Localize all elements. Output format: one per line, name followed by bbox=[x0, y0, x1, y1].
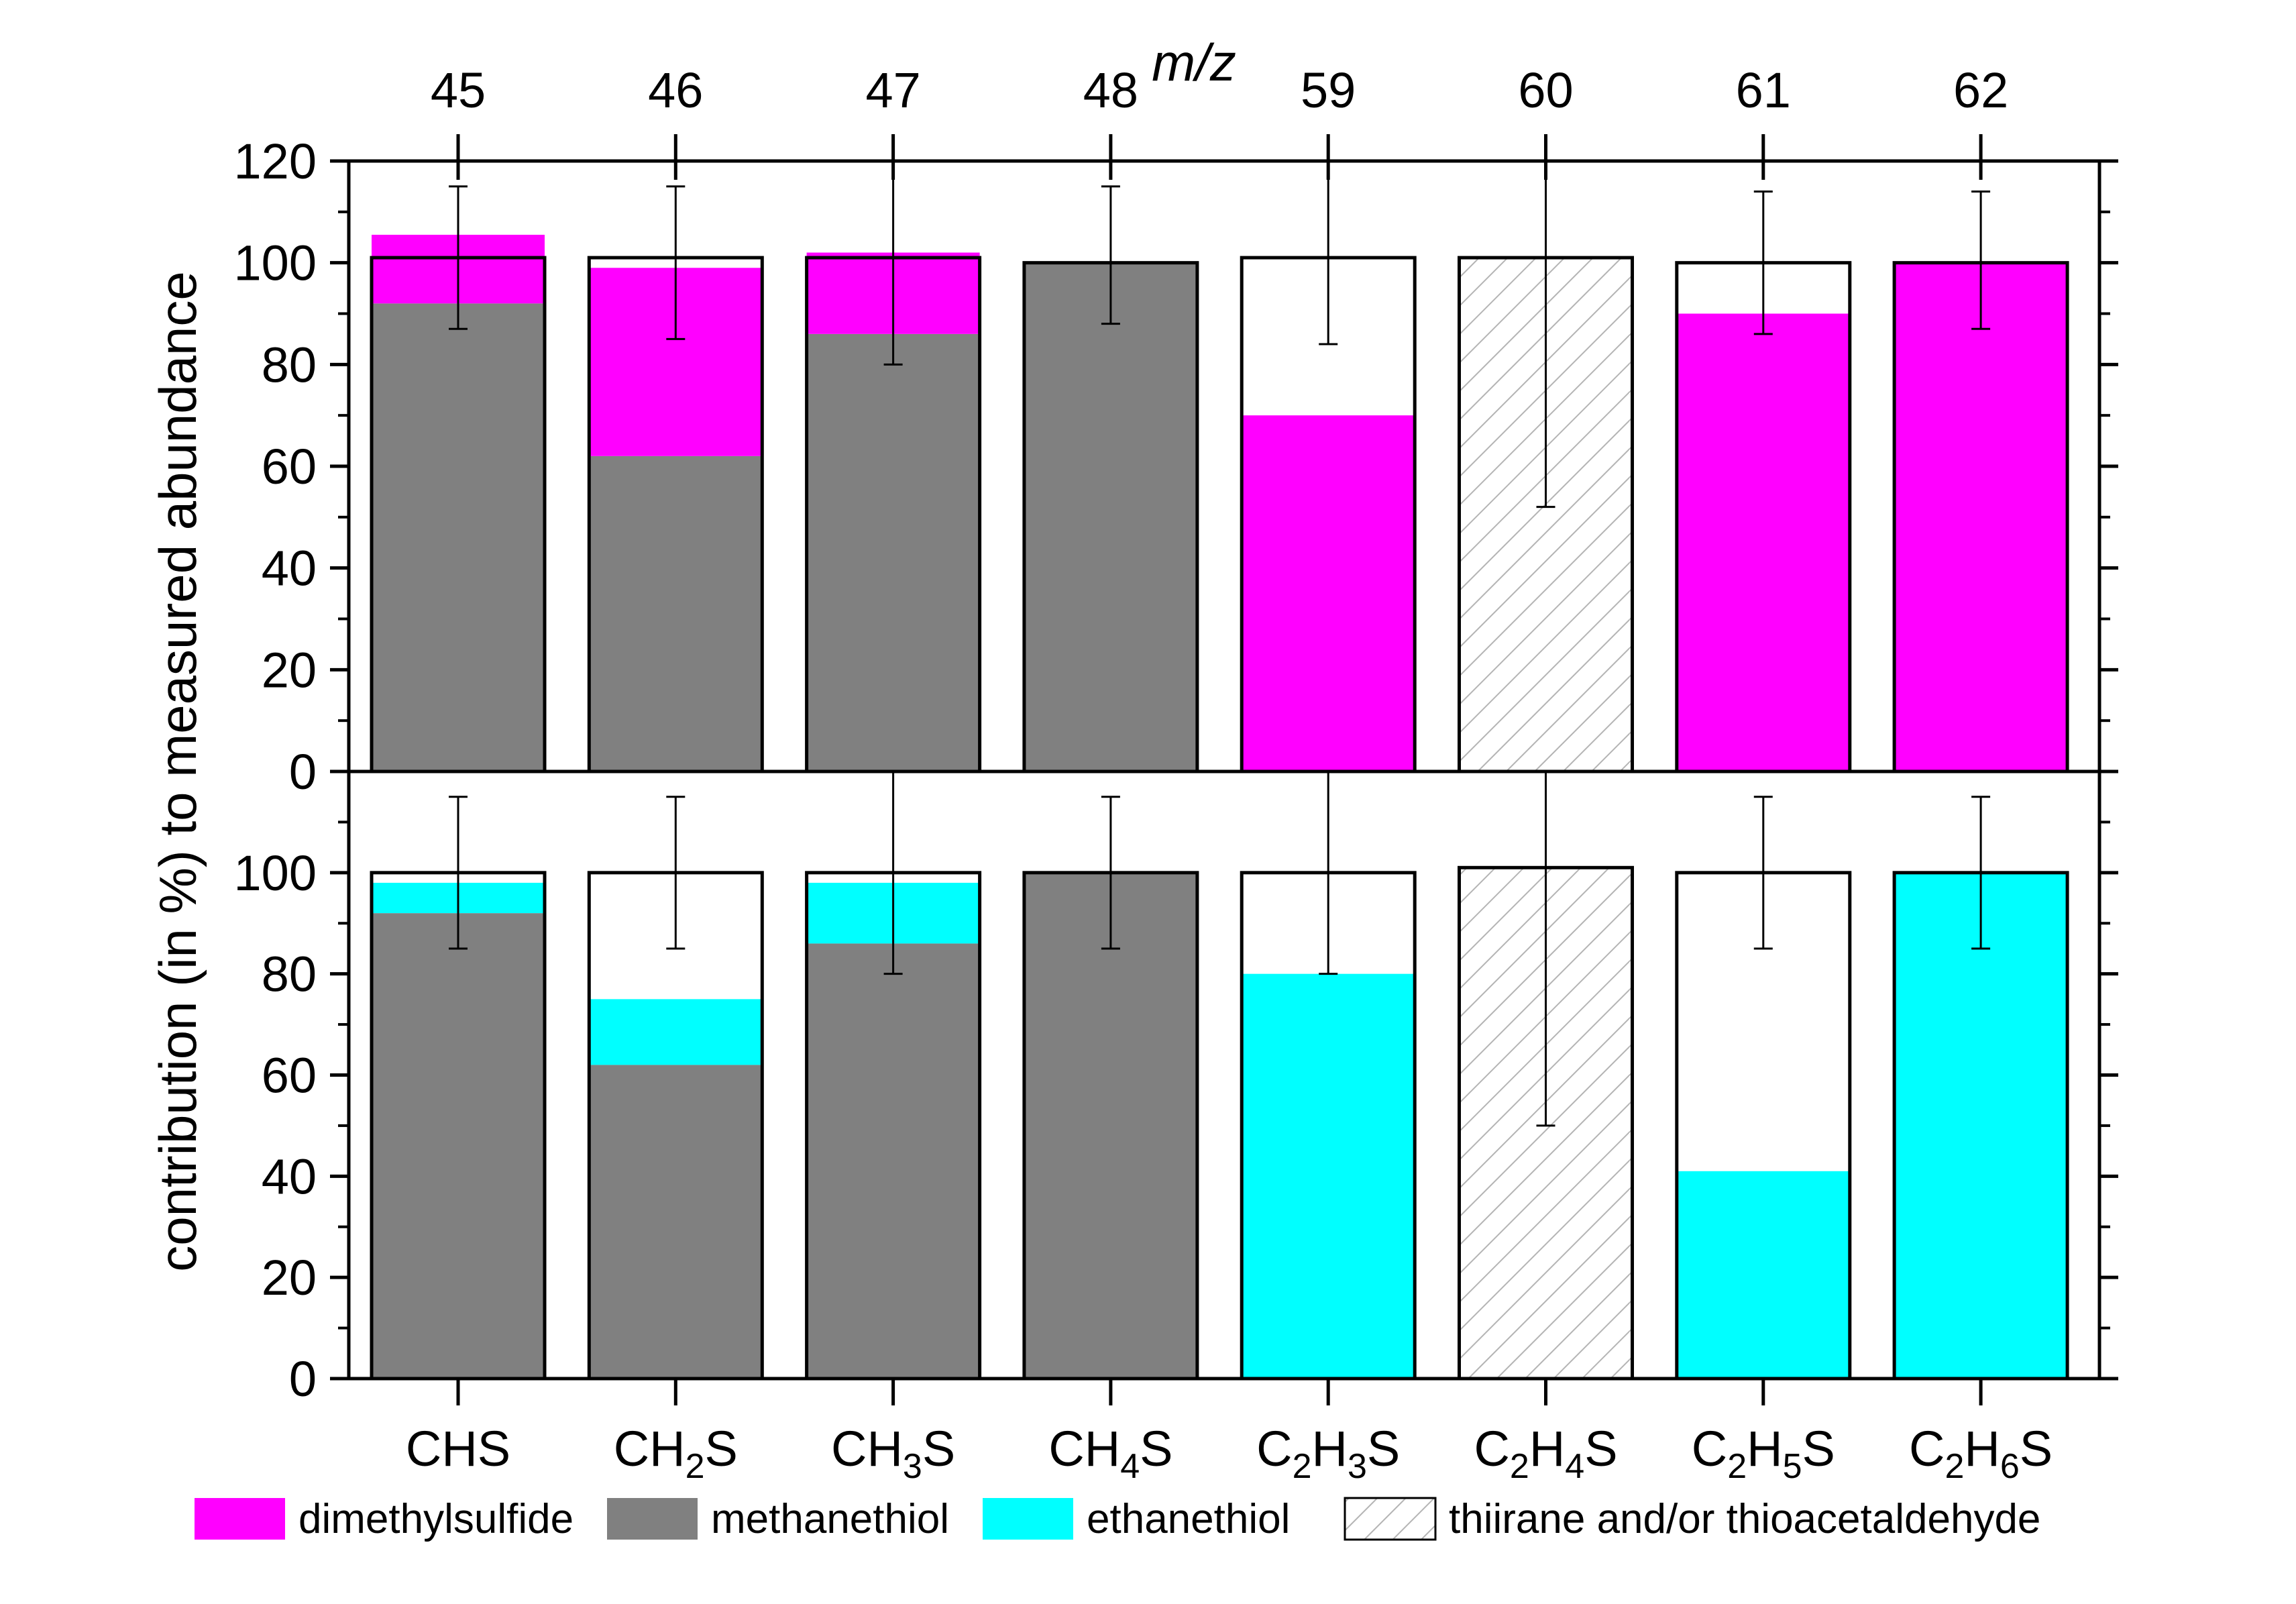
category-label-part: S bbox=[705, 1421, 738, 1477]
category-label-part: C bbox=[1474, 1421, 1509, 1477]
plot-frame bbox=[330, 134, 2118, 1405]
y-tick-label: 100 bbox=[234, 845, 317, 901]
category-label: C2H3S bbox=[1256, 1421, 1400, 1486]
category-label-part: C bbox=[1909, 1421, 1945, 1477]
category-label-subscript: 2 bbox=[686, 1447, 705, 1486]
category-label-part: CH bbox=[1048, 1421, 1120, 1477]
panel-bottom bbox=[370, 770, 2069, 1381]
category-label-part: H bbox=[1964, 1421, 2000, 1477]
panel-top bbox=[370, 159, 2069, 773]
mz-tick-label: 59 bbox=[1301, 62, 1356, 118]
bar-segment-ethanethiol bbox=[1894, 872, 2068, 1379]
bar-segment-methanethiol bbox=[589, 456, 763, 771]
category-label-part: S bbox=[1802, 1421, 1835, 1477]
y-tick-label: 120 bbox=[234, 133, 317, 189]
category-label-subscript: 2 bbox=[1510, 1447, 1529, 1486]
category-label-subscript: 3 bbox=[1348, 1447, 1367, 1486]
y-tick-label: 60 bbox=[262, 1048, 317, 1104]
mz-tick-label: 46 bbox=[648, 62, 703, 118]
mz-tick-label: 60 bbox=[1518, 62, 1573, 118]
y-tick-label: 100 bbox=[234, 235, 317, 291]
bar-segment-dimethylsulfide bbox=[1894, 262, 2068, 772]
category-label-part: CH bbox=[406, 1421, 478, 1477]
y-axis-title: contribution (in %) to measured abundanc… bbox=[148, 271, 207, 1272]
y-tick-label: 40 bbox=[262, 541, 317, 596]
category-label-part: H bbox=[1529, 1421, 1565, 1477]
bar-segment-ethanethiol bbox=[1242, 973, 1415, 1379]
legend-swatch-methanethiol bbox=[607, 1498, 698, 1540]
axis-labels: 02040608010012002040608010045CHS46CH2S47… bbox=[148, 33, 2053, 1486]
y-tick-label: 20 bbox=[262, 1250, 317, 1305]
category-label-subscript: 3 bbox=[903, 1447, 922, 1486]
y-tick-label: 0 bbox=[289, 1351, 317, 1407]
category-label-subscript: 2 bbox=[1727, 1447, 1747, 1486]
bar-segment-methanethiol bbox=[372, 303, 545, 771]
bar-segment-methanethiol bbox=[1024, 872, 1197, 1379]
category-label-part: S bbox=[1140, 1421, 1172, 1477]
y-tick-label: 80 bbox=[262, 947, 317, 1002]
y-tick-label: 20 bbox=[262, 642, 317, 698]
category-label-part: S bbox=[2020, 1421, 2053, 1477]
legend-label-dimethylsulfide: dimethylsulfide bbox=[298, 1496, 573, 1542]
bar-segment-methanethiol bbox=[372, 913, 545, 1379]
y-tick-label: 60 bbox=[262, 439, 317, 494]
y-tick-label: 0 bbox=[289, 744, 317, 800]
category-label: C2H5S bbox=[1692, 1421, 1835, 1486]
y-tick-label: 80 bbox=[262, 337, 317, 392]
category-label: CH2S bbox=[614, 1421, 738, 1486]
category-label: C2H6S bbox=[1909, 1421, 2053, 1486]
category-label: CHS bbox=[406, 1421, 510, 1477]
category-label-part: S bbox=[478, 1421, 510, 1477]
mz-tick-label: 61 bbox=[1736, 62, 1791, 118]
bar-segment-methanethiol bbox=[589, 1065, 763, 1379]
category-label-part: CH bbox=[831, 1421, 903, 1477]
category-label: CH4S bbox=[1048, 1421, 1172, 1486]
bar-segment-methanethiol bbox=[806, 333, 980, 771]
legend-swatch-dimethylsulfide bbox=[195, 1498, 285, 1540]
y-tick-label: 40 bbox=[262, 1148, 317, 1204]
legend-swatch-ethanethiol bbox=[983, 1498, 1073, 1540]
legend: dimethylsulfide methanethiol ethanethiol th… bbox=[195, 1496, 2040, 1542]
category-label-part: S bbox=[922, 1421, 955, 1477]
category-label-subscript: 5 bbox=[1783, 1447, 1802, 1486]
bar-segment-ethanethiol bbox=[589, 999, 763, 1065]
mz-tick-label: 45 bbox=[431, 62, 486, 118]
legend-label-methanethiol: methanethiol bbox=[711, 1496, 949, 1542]
mz-tick-label: 47 bbox=[865, 62, 920, 118]
category-label-part: CH bbox=[614, 1421, 686, 1477]
bar-segment-methanethiol bbox=[1024, 262, 1197, 772]
legend-label-thiirane: thiirane and/or thioacetaldehyde bbox=[1449, 1496, 2040, 1542]
legend-label-ethanethiol: ethanethiol bbox=[1087, 1496, 1290, 1542]
bar-segment-dimethylsulfide bbox=[1242, 415, 1415, 771]
category-label-part: H bbox=[1312, 1421, 1348, 1477]
category-label-part: S bbox=[1584, 1421, 1617, 1477]
category-label-part: H bbox=[1747, 1421, 1782, 1477]
category-label-subscript: 6 bbox=[2000, 1447, 2020, 1486]
top-axis-title: m/z bbox=[1152, 33, 1236, 92]
legend-swatch-thiirane bbox=[1344, 1497, 1437, 1541]
mz-tick-label: 62 bbox=[1953, 62, 2008, 118]
category-label-subscript: 4 bbox=[1120, 1447, 1140, 1486]
category-label: CH3S bbox=[831, 1421, 955, 1486]
plot-panels bbox=[370, 159, 2069, 1381]
category-label-subscript: 2 bbox=[1293, 1447, 1312, 1486]
mz-tick-label: 48 bbox=[1083, 62, 1138, 118]
bar-segment-ethanethiol bbox=[1676, 1171, 1850, 1379]
category-label-subscript: 2 bbox=[1945, 1447, 1964, 1486]
category-label-part: C bbox=[1692, 1421, 1727, 1477]
category-label: C2H4S bbox=[1474, 1421, 1617, 1486]
bar-segment-methanethiol bbox=[806, 943, 980, 1379]
category-label-part: C bbox=[1256, 1421, 1292, 1477]
category-label-subscript: 4 bbox=[1565, 1447, 1584, 1486]
bar-segment-dimethylsulfide bbox=[1676, 313, 1850, 771]
category-label-part: S bbox=[1367, 1421, 1400, 1477]
